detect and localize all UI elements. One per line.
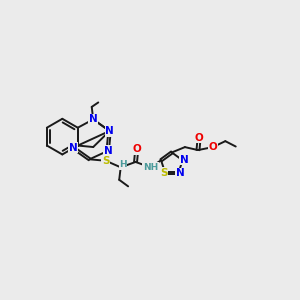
Text: N: N — [180, 155, 188, 165]
Text: O: O — [208, 142, 217, 152]
Text: O: O — [132, 145, 141, 154]
Text: H: H — [119, 160, 127, 169]
Text: N: N — [104, 146, 113, 156]
Text: N: N — [89, 114, 98, 124]
Text: NH: NH — [143, 163, 158, 172]
Text: N: N — [105, 126, 114, 136]
Text: S: S — [102, 156, 110, 166]
Text: N: N — [176, 169, 184, 178]
Text: O: O — [195, 133, 203, 142]
Text: N: N — [69, 143, 77, 153]
Text: S: S — [160, 168, 167, 178]
